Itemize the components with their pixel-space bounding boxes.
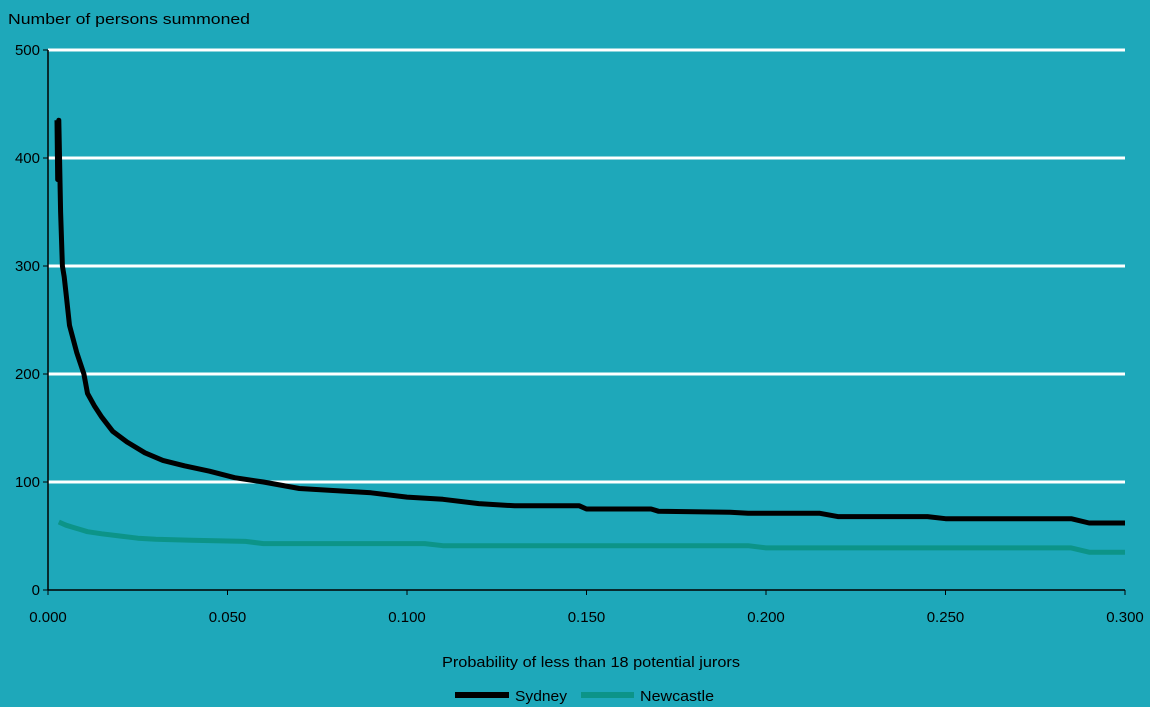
x-tick-label: 0.000 <box>29 609 67 626</box>
x-tick-label: 0.050 <box>209 609 247 626</box>
x-tick-label: 0.200 <box>747 609 785 626</box>
y-tick-label: 100 <box>15 474 40 491</box>
legend-label-sydney: Sydney <box>515 688 568 705</box>
x-tick-label: 0.100 <box>388 609 426 626</box>
y-tick-label: 300 <box>15 258 40 275</box>
legend: Sydney Newcastle <box>455 688 714 705</box>
y-tick-label: 200 <box>15 366 40 383</box>
y-tick-label: 400 <box>15 150 40 167</box>
x-axis-title: Probability of less than 18 potential ju… <box>442 654 740 671</box>
series-line-sydney <box>54 117 1125 526</box>
series-line-newcastle <box>57 519 1125 555</box>
series-lines <box>54 117 1125 555</box>
y-tick-label: 500 <box>15 42 40 59</box>
x-tick-label: 0.300 <box>1106 609 1144 626</box>
axes <box>43 49 1126 595</box>
x-tick-label: 0.250 <box>927 609 965 626</box>
legend-label-newcastle: Newcastle <box>640 688 714 705</box>
x-tick-label: 0.150 <box>568 609 606 626</box>
grid-lines <box>48 48 1125 484</box>
y-tick-label: 0 <box>32 582 40 599</box>
y-axis-title: Number of persons summoned <box>8 11 250 28</box>
tick-labels: 0 100 200 300 400 500 0.000 0.050 0.100 0.150 0.20… <box>15 42 1144 626</box>
